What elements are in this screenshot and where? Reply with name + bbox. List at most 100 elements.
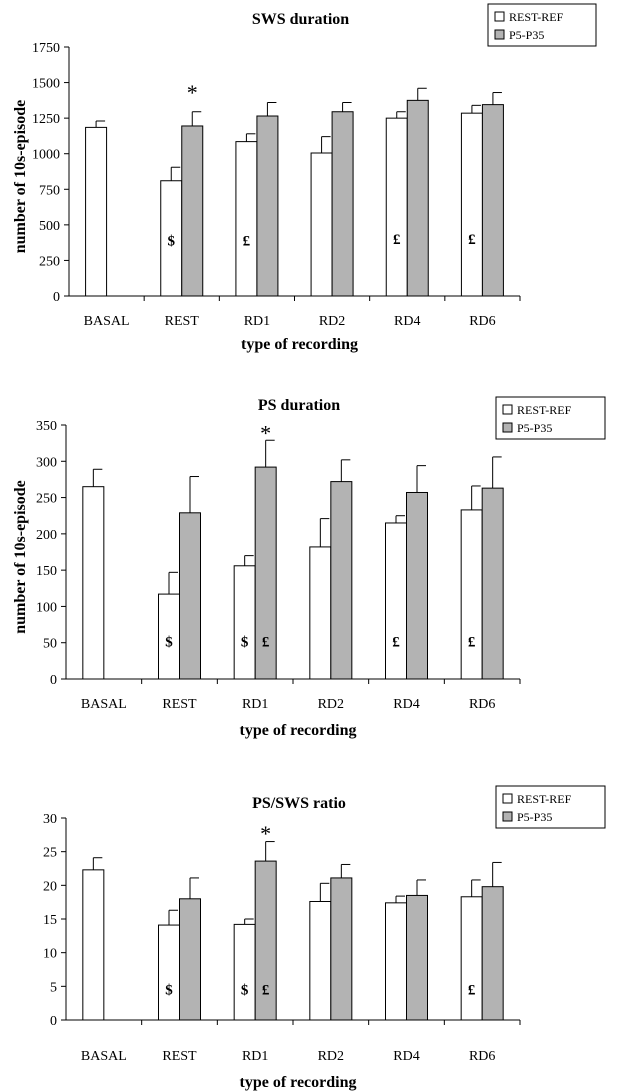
legend-box <box>487 3 597 47</box>
category-label: RD6 <box>469 697 495 712</box>
legend-label: P5-P35 <box>517 810 552 824</box>
category-label: RD4 <box>394 314 420 329</box>
bar-p5-p35-rd2 <box>331 111 354 297</box>
category-label: RD1 <box>244 314 270 329</box>
y-axis-label: number of 10s-episode <box>12 100 29 254</box>
category-label: RD6 <box>469 314 495 329</box>
significance-mark: £ <box>243 234 251 250</box>
y-tick-label: 0 <box>53 290 60 305</box>
legend-swatch <box>502 422 513 433</box>
y-tick-label: 5 <box>50 980 57 995</box>
y-tick-label: 150 <box>36 564 57 579</box>
legend-swatch <box>502 811 513 822</box>
category-label: RD2 <box>318 1049 344 1064</box>
bar-rest-ref-rd4 <box>385 522 407 680</box>
bar-p5-p35-rest <box>179 898 201 1021</box>
bar-rest-ref-rest <box>158 924 180 1021</box>
significance-star: * <box>187 80 198 105</box>
y-tick-label: 750 <box>39 183 60 198</box>
significance-mark: £ <box>468 634 476 650</box>
bar-rest-ref-rd2 <box>309 546 332 680</box>
significance-mark: £ <box>468 232 476 248</box>
legend-box <box>495 785 606 829</box>
y-axis-label: number of 10s-episode <box>12 480 29 634</box>
y-tick-label: 1750 <box>32 41 60 56</box>
category-label: RD4 <box>393 697 419 712</box>
chart-title: PS/SWS ratio <box>252 795 346 812</box>
category-label: REST <box>162 697 197 712</box>
legend-label: REST-REF <box>517 403 572 417</box>
legend: REST-REF P5-P35 <box>495 785 606 829</box>
category-label: RD2 <box>319 314 345 329</box>
significance-mark: $ <box>165 634 173 650</box>
significance-mark: £ <box>262 983 270 999</box>
y-tick-label: 300 <box>36 455 57 470</box>
legend: REST-REF P5-P35 <box>495 396 606 440</box>
y-tick-label: 1250 <box>32 112 60 127</box>
significance-mark: £ <box>468 983 476 999</box>
significance-mark: $ <box>241 634 249 650</box>
significance-mark: £ <box>392 634 400 650</box>
legend-swatch <box>494 11 505 22</box>
legend-label: REST-REF <box>509 10 564 24</box>
bar-p5-p35-rd2 <box>330 481 353 680</box>
legend-label: P5-P35 <box>517 421 552 435</box>
y-tick-label: 25 <box>43 846 57 861</box>
significance-mark: $ <box>241 983 249 999</box>
category-label: BASAL <box>84 314 130 329</box>
bar-p5-p35-rd6 <box>481 487 504 680</box>
bar-rest-ref-basal <box>85 126 108 297</box>
legend-box <box>495 396 606 440</box>
y-tick-label: 200 <box>36 528 57 543</box>
bar-p5-p35-rd1 <box>256 115 279 297</box>
bar-p5-p35-rd4 <box>406 99 429 297</box>
bar-p5-p35-rest <box>181 125 204 297</box>
y-tick-label: 30 <box>43 812 57 827</box>
category-label: BASAL <box>81 1049 127 1064</box>
x-axis-label: type of recording <box>239 722 356 739</box>
category-label: RD6 <box>469 1049 495 1064</box>
significance-star: * <box>260 420 271 445</box>
significance-mark: £ <box>262 634 270 650</box>
y-tick-label: 250 <box>39 254 60 269</box>
y-tick-label: 20 <box>43 879 57 894</box>
chart-panel-1: SWS duration 0 250 500 750 1000 1250 1500 1750 nu… <box>12 3 597 353</box>
bar-rest-ref-rd4 <box>385 117 408 297</box>
category-label: RD1 <box>242 1049 268 1064</box>
bar-rest-ref-rd1 <box>235 141 258 297</box>
y-tick-label: 10 <box>43 947 57 962</box>
bar-rest-ref-rd1 <box>233 923 256 1021</box>
bar-p5-p35-rd6 <box>481 104 504 297</box>
x-axis-label: type of recording <box>241 336 358 353</box>
bar-p5-p35-rest <box>179 512 201 680</box>
y-tick-label: 250 <box>36 492 57 507</box>
x-axis-label: type of recording <box>239 1074 356 1091</box>
y-tick-label: 500 <box>39 219 60 234</box>
y-tick-label: 0 <box>50 1014 57 1029</box>
bar-rest-ref-rd4 <box>385 902 407 1021</box>
category-label: RD1 <box>242 697 268 712</box>
y-tick-label: 0 <box>50 673 57 688</box>
y-tick-label: 50 <box>43 637 57 652</box>
bar-rest-ref-rd6 <box>460 896 483 1021</box>
significance-mark: $ <box>165 983 173 999</box>
y-tick-label: 1000 <box>32 148 60 163</box>
bar-rest-ref-rd6 <box>460 509 483 680</box>
chart-title: SWS duration <box>252 11 349 28</box>
legend: REST-REF P5-P35 <box>487 3 597 47</box>
bar-rest-ref-rd2 <box>309 900 332 1021</box>
legend-label: P5-P35 <box>509 28 544 42</box>
significance-mark: £ <box>393 232 401 248</box>
bar-rest-ref-basal <box>82 486 105 680</box>
bar-p5-p35-rd2 <box>330 877 353 1021</box>
significance-star: * <box>260 821 271 846</box>
y-tick-label: 15 <box>43 913 57 928</box>
bar-rest-ref-rd2 <box>310 152 333 297</box>
significance-mark: $ <box>168 234 176 250</box>
y-tick-label: 1500 <box>32 77 60 92</box>
bar-rest-ref-rd1 <box>233 565 256 680</box>
chart-panel-3: PS/SWS ratio 0 5 10 15 20 25 30 BASAL REST RD1 RD2 R… <box>43 785 606 1091</box>
legend-swatch <box>502 404 513 415</box>
legend-swatch <box>502 793 513 804</box>
